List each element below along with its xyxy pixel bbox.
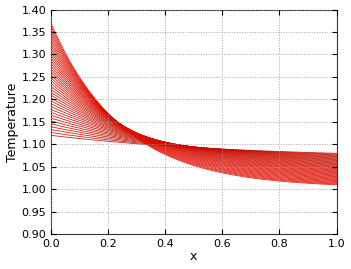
Y-axis label: Temperature: Temperature	[6, 82, 19, 162]
X-axis label: x: x	[190, 250, 198, 263]
